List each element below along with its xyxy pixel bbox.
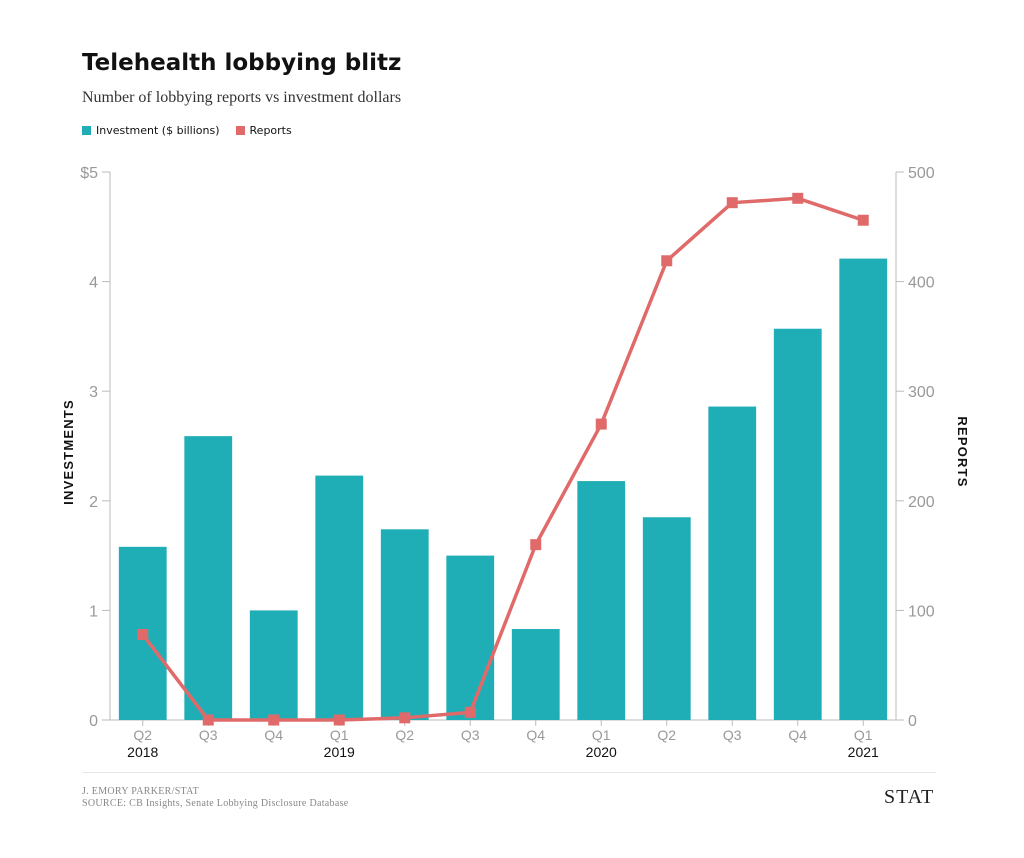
bar (446, 555, 495, 720)
y-tick-label-left: 2 (89, 494, 98, 511)
chart-subtitle: Number of lobbying reports vs investment… (82, 89, 402, 106)
reports-point (530, 539, 542, 551)
x-tick-label: Q1 (330, 727, 349, 743)
reports-point (333, 714, 345, 726)
bar (511, 629, 560, 720)
reports-point (726, 197, 738, 209)
y-tick-label-right: 400 (908, 275, 935, 292)
bar (708, 406, 757, 720)
legend: Investment ($ billions) Reports (82, 124, 292, 137)
reports-point (268, 714, 280, 726)
y-tick-label-right: 200 (908, 494, 935, 511)
bar (315, 475, 364, 720)
legend-item-investment: Investment ($ billions) (82, 124, 220, 137)
y-tick-label-right: 0 (908, 713, 917, 730)
y-tick-label-left: 3 (89, 384, 98, 401)
reports-point (137, 629, 149, 641)
credit: J. EMORY PARKER/STAT SOURCE: CB Insights… (82, 786, 349, 810)
footer-divider (82, 772, 936, 773)
y-tick-label-left: $5 (80, 165, 98, 182)
chart-title: Telehealth lobbying blitz (82, 50, 402, 76)
x-tick-label: Q2 (657, 727, 676, 743)
x-year-label: 2020 (586, 744, 617, 760)
x-tick-label: Q1 (854, 727, 873, 743)
legend-label-reports: Reports (249, 124, 292, 137)
x-tick-label: Q2 (133, 727, 152, 743)
reports-point (661, 255, 673, 267)
bar (642, 517, 691, 720)
x-year-label: 2019 (324, 744, 355, 760)
x-year-label: 2018 (127, 744, 158, 760)
reports-point (464, 706, 476, 718)
y-tick-label-left: 0 (89, 713, 98, 730)
y-axis-title-right: REPORTS (955, 416, 970, 487)
bar (577, 481, 626, 720)
reports-point (595, 418, 607, 430)
x-tick-label: Q3 (199, 727, 218, 743)
brand-logo: STAT (884, 786, 935, 808)
reports-point (857, 214, 869, 226)
y-axis-title-left: INVESTMENTS (61, 399, 76, 505)
reports-point (399, 712, 411, 724)
x-tick-label: Q3 (723, 727, 742, 743)
x-tick-label: Q4 (788, 727, 807, 743)
x-tick-label: Q2 (395, 727, 414, 743)
y-tick-label-left: 1 (89, 603, 98, 620)
legend-label-investment: Investment ($ billions) (96, 124, 220, 137)
legend-swatch-investment (82, 126, 91, 135)
bar (773, 328, 822, 720)
x-tick-label: Q3 (461, 727, 480, 743)
y-tick-label-right: 100 (908, 603, 935, 620)
bar (380, 529, 429, 720)
bar (249, 610, 298, 720)
x-tick-label: Q4 (264, 727, 283, 743)
legend-swatch-reports (235, 126, 245, 135)
bar (839, 258, 888, 720)
x-year-label: 2021 (848, 744, 879, 760)
reports-point (792, 192, 804, 204)
y-tick-label-right: 500 (908, 165, 935, 182)
reports-point (202, 714, 214, 726)
y-tick-label-left: 4 (89, 275, 98, 292)
reports-line (141, 196, 864, 722)
x-tick-label: Q1 (592, 727, 611, 743)
x-tick-label: Q4 (526, 727, 545, 743)
bar (184, 436, 233, 720)
credit-author: J. EMORY PARKER/STAT (82, 786, 199, 797)
legend-item-reports: Reports (235, 124, 292, 137)
y-tick-label-right: 300 (908, 384, 935, 401)
credit-source: SOURCE: CB Insights, Senate Lobbying Dis… (82, 798, 349, 809)
